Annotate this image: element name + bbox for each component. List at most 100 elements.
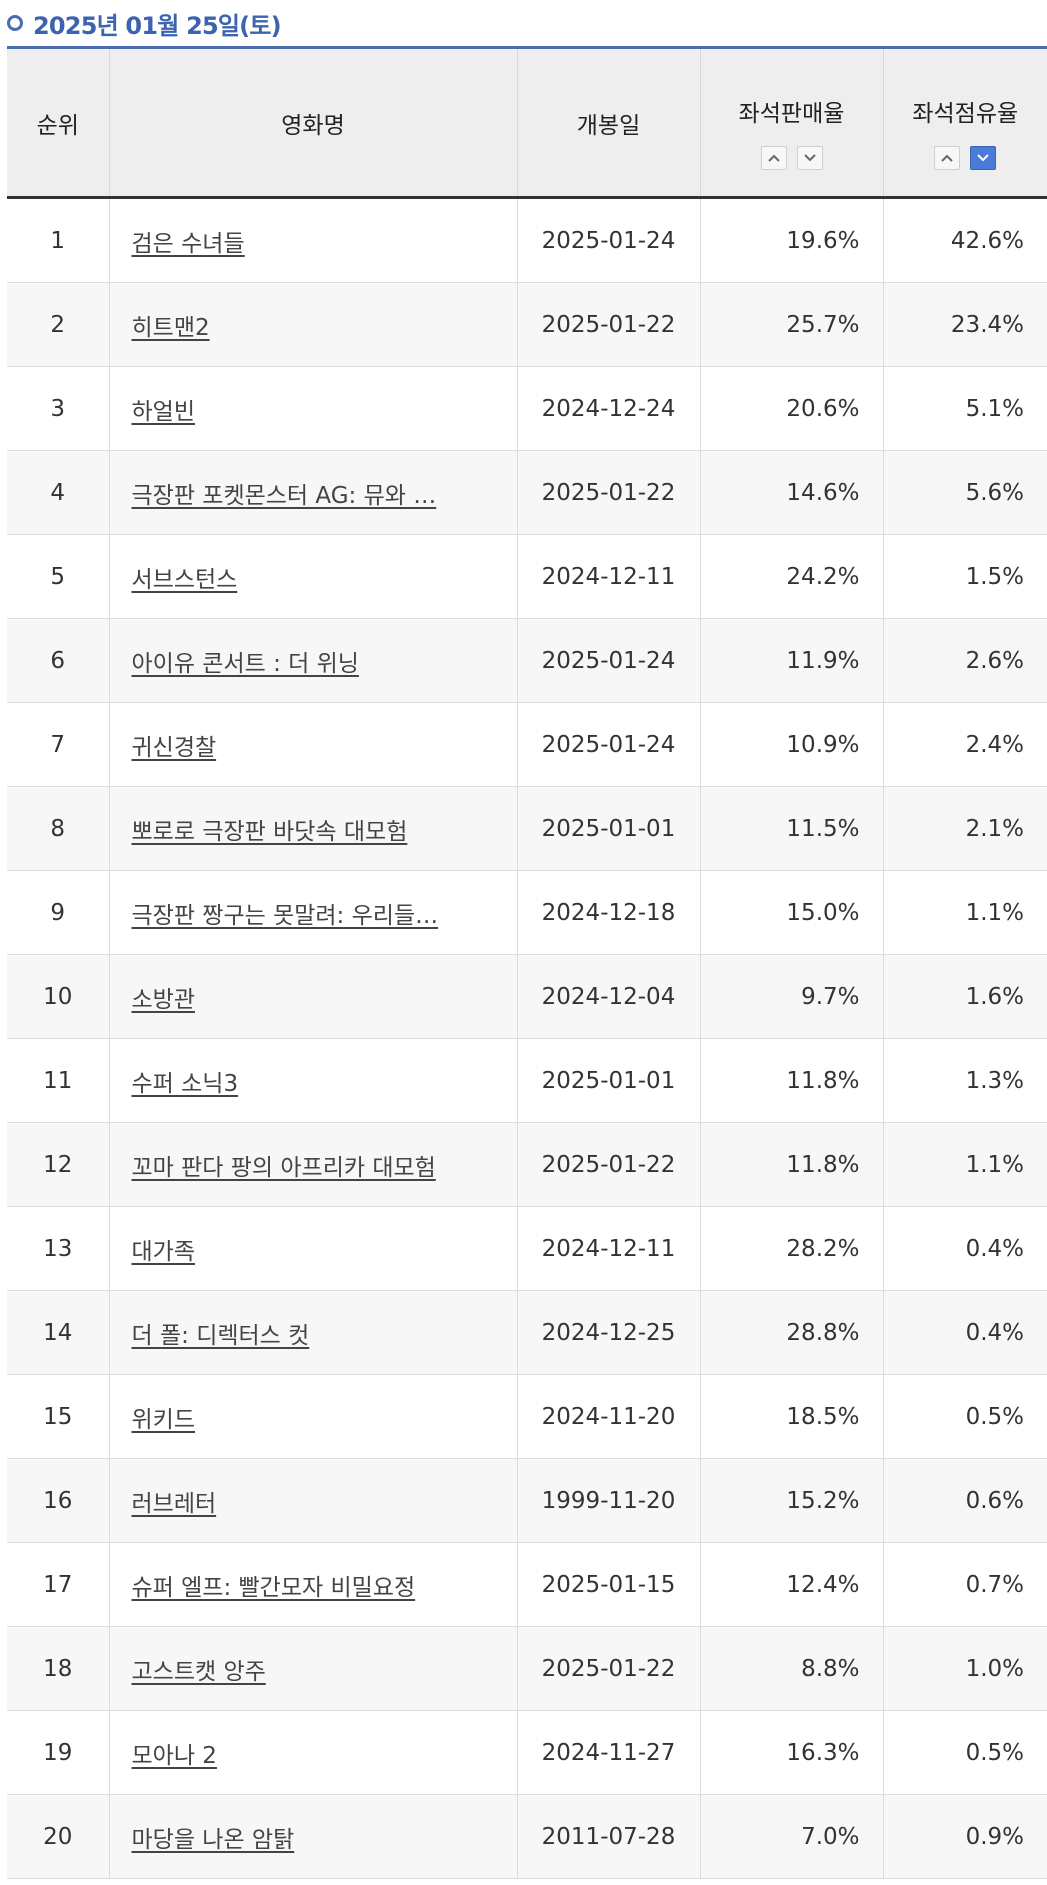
movie-title-link[interactable]: 러브레터: [131, 1490, 217, 1517]
movie-title-link[interactable]: 귀신경찰: [131, 734, 217, 761]
seat-sales-cell: 9.7%: [700, 954, 884, 1039]
title-cell: 소방관: [109, 954, 518, 1039]
chevron-down-icon: [977, 153, 989, 161]
table-row: 16 러브레터 1999-11-20 15.2% 0.6%: [7, 1458, 1047, 1543]
movie-title-link[interactable]: 검은 수녀들: [131, 230, 245, 257]
seat-sales-cell: 15.2%: [700, 1458, 884, 1543]
table-row: 18 고스트캣 앙주 2025-01-22 8.8% 1.0%: [7, 1626, 1047, 1711]
table-row: 8 뽀로로 극장판 바닷속 대모험 2025-01-01 11.5% 2.1%: [7, 786, 1047, 871]
movie-title-link[interactable]: 위키드: [131, 1406, 195, 1433]
table-row: 10 소방관 2024-12-04 9.7% 1.6%: [7, 954, 1047, 1039]
title-cell: 고스트캣 앙주: [109, 1626, 518, 1711]
release-date-cell: 1999-11-20: [517, 1458, 701, 1543]
seat-sales-sort-asc-button[interactable]: [760, 145, 787, 170]
movie-title-link[interactable]: 서브스턴스: [131, 566, 238, 593]
header-title-label: 영화명: [281, 112, 345, 139]
seat-sales-cell: 8.8%: [700, 1626, 884, 1711]
header-seat-sales-label: 좌석판매율: [738, 100, 845, 127]
rank-cell: 1: [7, 197, 110, 283]
release-date-cell: 2024-12-11: [517, 534, 701, 619]
table-row: 15 위키드 2024-11-20 18.5% 0.5%: [7, 1374, 1047, 1459]
movie-title-link[interactable]: 수퍼 소닉3: [131, 1070, 239, 1097]
box-office-panel: 2025년 01월 25일(토) 순위 영화명 개봉일 좌석판매율: [7, 0, 1047, 1879]
movie-title-link[interactable]: 뽀로로 극장판 바닷속 대모험: [131, 818, 408, 845]
seat-share-cell: 5.6%: [883, 450, 1047, 535]
title-cell: 더 폴: 디렉터스 컷: [109, 1290, 518, 1375]
title-cell: 뽀로로 극장판 바닷속 대모험: [109, 786, 518, 871]
rank-cell: 15: [7, 1374, 110, 1459]
release-date-cell: 2011-07-28: [517, 1794, 701, 1879]
movie-title-link[interactable]: 소방관: [131, 986, 195, 1013]
title-cell: 귀신경찰: [109, 702, 518, 787]
seat-share-cell: 2.4%: [883, 702, 1047, 787]
seat-share-cell: 1.6%: [883, 954, 1047, 1039]
table-row: 13 대가족 2024-12-11 28.2% 0.4%: [7, 1206, 1047, 1291]
table-row: 14 더 폴: 디렉터스 컷 2024-12-25 28.8% 0.4%: [7, 1290, 1047, 1375]
seat-share-cell: 0.6%: [883, 1458, 1047, 1543]
seat-share-cell: 2.1%: [883, 786, 1047, 871]
seat-share-cell: 0.7%: [883, 1542, 1047, 1627]
header-release: 개봉일: [517, 47, 701, 199]
movie-title-link[interactable]: 극장판 포켓몬스터 AG: 뮤와 …: [131, 482, 437, 509]
title-cell: 극장판 포켓몬스터 AG: 뮤와 …: [109, 450, 518, 535]
seat-share-cell: 1.3%: [883, 1038, 1047, 1123]
title-cell: 마당을 나온 암탉: [109, 1794, 518, 1879]
rank-cell: 14: [7, 1290, 110, 1375]
seat-share-sort-desc-button[interactable]: [970, 145, 997, 170]
title-cell: 꼬마 판다 팡의 아프리카 대모험: [109, 1122, 518, 1207]
rank-cell: 16: [7, 1458, 110, 1543]
seat-sales-sort-desc-button[interactable]: [796, 145, 823, 170]
release-date-cell: 2024-12-11: [517, 1206, 701, 1291]
table-row: 17 슈퍼 엘프: 빨간모자 비밀요정 2025-01-15 12.4% 0.7%: [7, 1542, 1047, 1627]
chevron-down-icon: [803, 153, 816, 161]
rank-cell: 11: [7, 1038, 110, 1123]
movie-title-link[interactable]: 히트맨2: [131, 314, 210, 341]
seat-sales-cell: 28.8%: [700, 1290, 884, 1375]
release-date-cell: 2025-01-01: [517, 786, 701, 871]
seat-share-cell: 23.4%: [883, 282, 1047, 367]
movie-title-link[interactable]: 슈퍼 엘프: 빨간모자 비밀요정: [131, 1574, 416, 1601]
table-row: 11 수퍼 소닉3 2025-01-01 11.8% 1.3%: [7, 1038, 1047, 1123]
table-row: 3 하얼빈 2024-12-24 20.6% 5.1%: [7, 366, 1047, 451]
seat-share-sort-asc-button[interactable]: [934, 145, 961, 170]
chevron-up-icon: [941, 154, 953, 162]
release-date-cell: 2024-12-04: [517, 954, 701, 1039]
movie-title-link[interactable]: 꼬마 판다 팡의 아프리카 대모험: [131, 1154, 436, 1181]
rank-cell: 20: [7, 1794, 110, 1879]
movie-title-link[interactable]: 고스트캣 앙주: [131, 1658, 266, 1685]
movie-title-link[interactable]: 모아나 2: [131, 1742, 217, 1769]
seat-sales-cell: 11.8%: [700, 1038, 884, 1123]
movie-title-link[interactable]: 하얼빈: [131, 398, 195, 425]
rank-cell: 12: [7, 1122, 110, 1207]
chevron-up-icon: [767, 154, 780, 162]
seat-sales-sort: [701, 145, 883, 170]
movie-title-link[interactable]: 극장판 짱구는 못말려: 우리들…: [131, 902, 439, 929]
release-date-cell: 2024-12-25: [517, 1290, 701, 1375]
table-row: 9 극장판 짱구는 못말려: 우리들… 2024-12-18 15.0% 1.1%: [7, 870, 1047, 955]
seat-sales-cell: 14.6%: [700, 450, 884, 535]
header-title: 영화명: [109, 47, 518, 199]
seat-sales-cell: 15.0%: [700, 870, 884, 955]
movie-title-link[interactable]: 더 폴: 디렉터스 컷: [131, 1322, 310, 1349]
movie-title-link[interactable]: 아이유 콘서트 : 더 위닝: [131, 650, 359, 677]
seat-sales-cell: 25.7%: [700, 282, 884, 367]
seat-sales-cell: 19.6%: [700, 197, 884, 283]
title-cell: 히트맨2: [109, 282, 518, 367]
movie-title-link[interactable]: 마당을 나온 암탉: [131, 1826, 295, 1853]
title-cell: 슈퍼 엘프: 빨간모자 비밀요정: [109, 1542, 518, 1627]
seat-sales-cell: 11.8%: [700, 1122, 884, 1207]
movie-title-link[interactable]: 대가족: [131, 1238, 195, 1265]
header-release-label: 개봉일: [576, 112, 641, 139]
circle-bullet-icon: [7, 15, 23, 31]
seat-share-cell: 0.4%: [883, 1206, 1047, 1291]
rank-cell: 10: [7, 954, 110, 1039]
header-seat-sales: 좌석판매율: [700, 47, 884, 199]
table-row: 20 마당을 나온 암탉 2011-07-28 7.0% 0.9%: [7, 1794, 1047, 1879]
header-rank: 순위: [7, 47, 110, 199]
release-date-cell: 2025-01-24: [517, 618, 701, 703]
header-rank-label: 순위: [36, 112, 79, 139]
release-date-cell: 2025-01-24: [517, 702, 701, 787]
seat-share-cell: 1.0%: [883, 1626, 1047, 1711]
seat-sales-cell: 12.4%: [700, 1542, 884, 1627]
seat-share-cell: 1.1%: [883, 1122, 1047, 1207]
